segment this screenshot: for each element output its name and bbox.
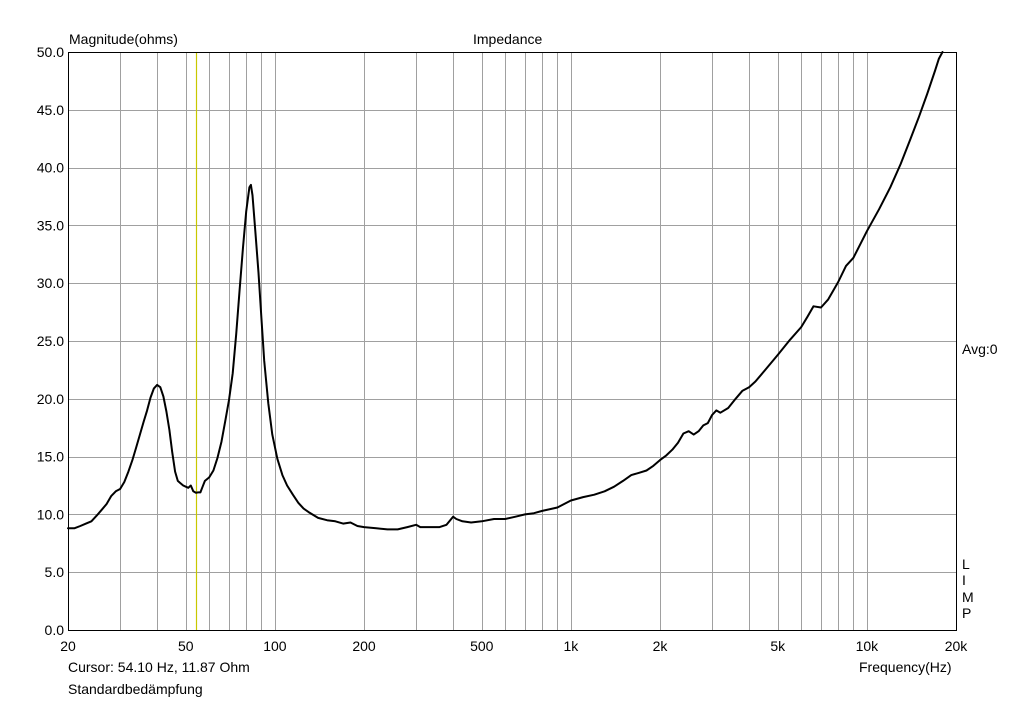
y-tick-label: 20.0: [37, 391, 64, 407]
x-tick-label: 10k: [856, 638, 880, 654]
chart-title: Impedance: [473, 31, 543, 47]
y-tick-label: 0.0: [45, 622, 65, 638]
y-tick-label: 25.0: [37, 333, 64, 349]
x-tick-label: 100: [263, 638, 287, 654]
x-tick-label: 500: [470, 638, 494, 654]
y-tick-label: 5.0: [45, 564, 65, 580]
x-tick-label: 20: [60, 638, 76, 654]
y-axis-label: Magnitude(ohms): [69, 31, 178, 47]
x-tick-label: 2k: [653, 638, 669, 654]
lim-letter-p: P: [962, 605, 972, 621]
x-tick-label: 50: [178, 638, 194, 654]
y-tick-label: 45.0: [37, 102, 64, 118]
y-tick-label: 15.0: [37, 449, 64, 465]
x-tick-label: 20k: [945, 638, 969, 654]
y-tick-label: 35.0: [37, 217, 64, 233]
x-tick-label: 200: [352, 638, 376, 654]
x-axis-label: Frequency(Hz): [859, 659, 952, 675]
impedance-curve: [67, 51, 944, 531]
lim-letter-l: L: [962, 556, 970, 572]
damping-label: Standardbedämpfung: [68, 681, 203, 697]
lim-letter-i: I: [962, 572, 966, 588]
y-tick-label: 50.0: [37, 44, 64, 60]
y-tick-label: 40.0: [37, 160, 64, 176]
x-tick-label: 1k: [563, 638, 579, 654]
y-tick-labels: 0.0 5.0 10.0 15.0 20.0 25.0 30.0 35.0 40.0 45.0 50…: [37, 44, 64, 638]
cursor-readout: Cursor: 54.10 Hz, 11.87 Ohm: [68, 659, 250, 675]
average-label: Avg:0: [962, 341, 998, 357]
lim-letter-m: M: [962, 589, 974, 605]
x-tick-labels: 20 50 100 200 500 1k 2k 5k 10k 20k: [60, 638, 968, 654]
grid: [68, 52, 957, 631]
y-tick-label: 30.0: [37, 275, 64, 291]
y-tick-label: 10.0: [37, 506, 64, 522]
curve-layer: [67, 51, 944, 531]
x-tick-label: 5k: [770, 638, 786, 654]
plot-frame: [68, 52, 957, 631]
